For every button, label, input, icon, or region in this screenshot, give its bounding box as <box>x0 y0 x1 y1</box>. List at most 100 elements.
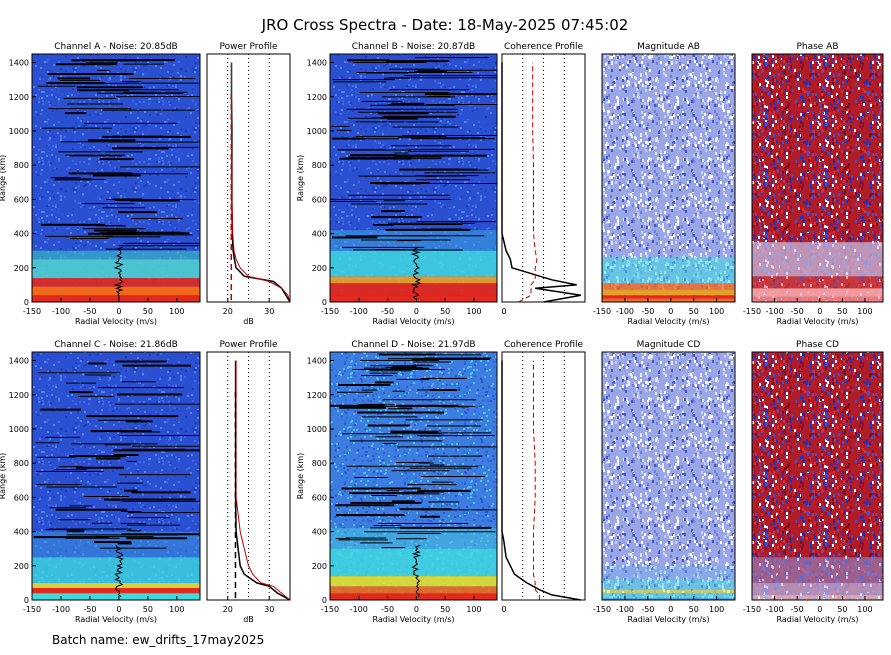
range-tick-label: 200 <box>14 264 29 273</box>
velocity-tick-label: -100 <box>766 605 784 614</box>
velocity-tick-label: 0 <box>817 605 822 614</box>
power-profile-curve-2 <box>232 63 291 302</box>
range-tick-label: 800 <box>312 161 327 170</box>
coherence-tick-label: 0 <box>501 307 506 316</box>
phase-band <box>752 595 883 600</box>
range-tick-label: 600 <box>14 493 29 502</box>
magnitude-heatmap <box>602 352 735 600</box>
velocity-tick-label: -150 <box>321 307 339 316</box>
db-tick-label: 20 <box>223 605 233 614</box>
coherence-tick-label: 0 <box>501 605 506 614</box>
range-tick-label: 1200 <box>9 391 29 400</box>
range-tick-label: 600 <box>312 195 327 204</box>
coherence-profile-title: Coherence Profile <box>504 42 584 52</box>
velocity-axis-label: Radial Velocity (m/s) <box>372 615 454 624</box>
velocity-tick-label: 100 <box>857 307 872 316</box>
velocity-tick-label: 100 <box>466 605 481 614</box>
range-tick-label: 1000 <box>307 127 327 136</box>
range-axis-label: Range (km) <box>296 155 305 202</box>
range-tick-label: 600 <box>312 493 327 502</box>
channel-d-echo-band <box>330 549 497 576</box>
db-tick-label: 30 <box>264 307 274 316</box>
magnitude-title: Magnitude CD <box>637 340 701 350</box>
figure-title: JRO Cross Spectra - Date: 18-May-2025 07… <box>261 16 629 34</box>
velocity-tick-label: 50 <box>689 605 699 614</box>
channel-b-echo-band <box>330 295 497 302</box>
range-tick-label: 1000 <box>9 425 29 434</box>
velocity-tick-label: -50 <box>83 605 96 614</box>
power-profile-curve <box>232 63 291 302</box>
velocity-axis-label: Radial Velocity (m/s) <box>627 317 709 326</box>
range-tick-label: 1200 <box>307 93 327 102</box>
channel-d-echo-band <box>330 586 497 593</box>
velocity-tick-label: -100 <box>52 605 70 614</box>
magnitude-band <box>602 566 735 580</box>
power-profile-curve <box>236 361 290 600</box>
velocity-tick-label: -100 <box>350 307 368 316</box>
velocity-axis-label: Radial Velocity (m/s) <box>627 615 709 624</box>
velocity-tick-label: -50 <box>83 307 96 316</box>
batch-name: Batch name: ew_drifts_17may2025 <box>52 633 264 647</box>
coherence-profile-curve <box>502 361 581 600</box>
magnitude-band <box>602 295 735 298</box>
range-tick-label: 200 <box>312 562 327 571</box>
channel-a-echo-band <box>32 287 200 296</box>
velocity-tick-label: -50 <box>791 307 804 316</box>
velocity-tick-label: -150 <box>743 605 761 614</box>
velocity-tick-label: 100 <box>169 605 184 614</box>
power-profile-title: Power Profile <box>219 42 278 52</box>
phase-band <box>752 583 883 595</box>
velocity-tick-label: -100 <box>52 307 70 316</box>
velocity-tick-label: 50 <box>837 307 847 316</box>
velocity-tick-label: 100 <box>709 605 724 614</box>
range-tick-label: 400 <box>312 230 327 239</box>
phase-band <box>752 242 883 276</box>
velocity-tick-label: 0 <box>817 307 822 316</box>
velocity-tick-label: -150 <box>23 307 41 316</box>
range-tick-label: 600 <box>14 195 29 204</box>
velocity-axis-label: Radial Velocity (m/s) <box>75 615 157 624</box>
velocity-tick-label: -50 <box>641 307 654 316</box>
channel-d-echo-band <box>330 576 497 586</box>
velocity-tick-label: 100 <box>857 605 872 614</box>
magnitude-band <box>602 290 735 295</box>
velocity-tick-label: 100 <box>466 307 481 316</box>
range-tick-label: 400 <box>312 528 327 537</box>
magnitude-band <box>602 299 735 302</box>
velocity-tick-label: 100 <box>169 307 184 316</box>
velocity-tick-label: -150 <box>743 307 761 316</box>
velocity-tick-label: -150 <box>321 605 339 614</box>
phase-band <box>752 276 883 288</box>
channel-b-echo-band <box>330 276 497 283</box>
velocity-tick-label: 0 <box>668 307 673 316</box>
range-axis-label: Range (km) <box>296 453 305 500</box>
velocity-tick-label: 100 <box>709 307 724 316</box>
power-profile-title: Power Profile <box>219 340 278 350</box>
velocity-tick-label: 50 <box>143 605 153 614</box>
range-tick-label: 800 <box>14 459 29 468</box>
magnitude-band <box>602 593 735 598</box>
channel-title: Channel C - Noise: 21.86dB <box>54 340 178 350</box>
velocity-tick-label: 0 <box>116 307 121 316</box>
velocity-tick-label: -150 <box>23 605 41 614</box>
db-axis-label: dB <box>243 317 254 326</box>
power-profile-curve-2 <box>236 361 290 600</box>
coherence-profile-title: Coherence Profile <box>504 340 584 350</box>
channel-c-echo-band <box>32 593 200 600</box>
phase-band <box>752 557 883 583</box>
velocity-tick-label: -50 <box>381 605 394 614</box>
range-tick-label: 1400 <box>307 357 327 366</box>
channel-title: Channel A - Noise: 20.85dB <box>54 42 177 52</box>
magnitude-band <box>602 579 735 589</box>
velocity-tick-label: -100 <box>616 307 634 316</box>
range-tick-label: 800 <box>312 459 327 468</box>
cross-spectra-figure: JRO Cross Spectra - Date: 18-May-2025 07… <box>0 0 891 655</box>
velocity-tick-label: -50 <box>641 605 654 614</box>
range-tick-label: 1400 <box>307 59 327 68</box>
coherence-profile-curve <box>502 63 581 302</box>
phase-band <box>752 297 883 302</box>
range-tick-label: 0 <box>322 298 327 307</box>
velocity-tick-label: -150 <box>593 307 611 316</box>
magnitude-band <box>602 283 735 290</box>
channel-a-echo-band <box>32 251 200 260</box>
